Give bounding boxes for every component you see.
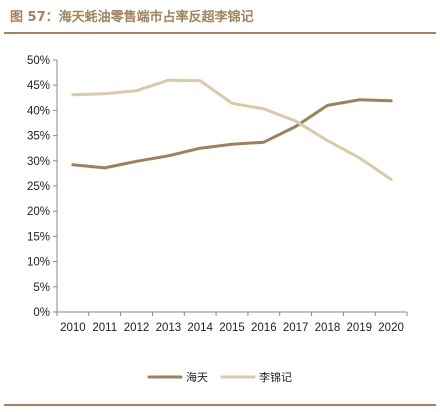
x-tick-label: 2015 (219, 322, 245, 334)
series-line-1 (71, 78, 393, 181)
y-tick-label: 10% (27, 257, 50, 269)
chart-series (71, 78, 393, 181)
y-tick-label: 0% (33, 307, 50, 319)
x-tick-label: 2012 (124, 322, 150, 334)
figure-title: 图 57：海天蚝油零售端市占率反超李锦记 (10, 10, 254, 25)
x-tick-label: 2020 (378, 322, 404, 334)
x-tick-label: 2016 (251, 322, 277, 334)
y-tick-label: 30% (27, 156, 50, 168)
legend-label: 李锦记 (259, 370, 292, 384)
y-tick-label: 25% (27, 181, 50, 193)
y-tick-label: 50% (27, 55, 50, 67)
x-tick-label: 2014 (187, 322, 213, 334)
y-tick-label: 20% (27, 206, 50, 218)
legend-label: 海天 (186, 370, 208, 384)
x-tick-label: 2018 (315, 322, 341, 334)
y-tick-label: 40% (27, 105, 50, 117)
y-tick-label: 35% (27, 131, 50, 143)
title-rule (4, 32, 436, 34)
y-tick-label: 45% (27, 80, 50, 92)
x-tick-label: 2019 (346, 322, 372, 334)
chart-legend: 海天 李锦记 (147, 370, 292, 384)
y-tick-label: 15% (27, 231, 50, 243)
x-tick-label: 2013 (156, 322, 182, 334)
x-tick-label: 2010 (60, 322, 86, 334)
chart-axes: 0% 5% 10% 15% 20% 25% 30% 35% 40% 45% 50% 2010 2011 2… (27, 55, 408, 334)
x-tick-label: 2017 (283, 322, 309, 334)
x-tick-label: 2011 (92, 322, 117, 334)
bottom-rule (4, 404, 436, 406)
y-tick-label: 5% (33, 282, 50, 294)
series-line-0 (71, 98, 393, 170)
